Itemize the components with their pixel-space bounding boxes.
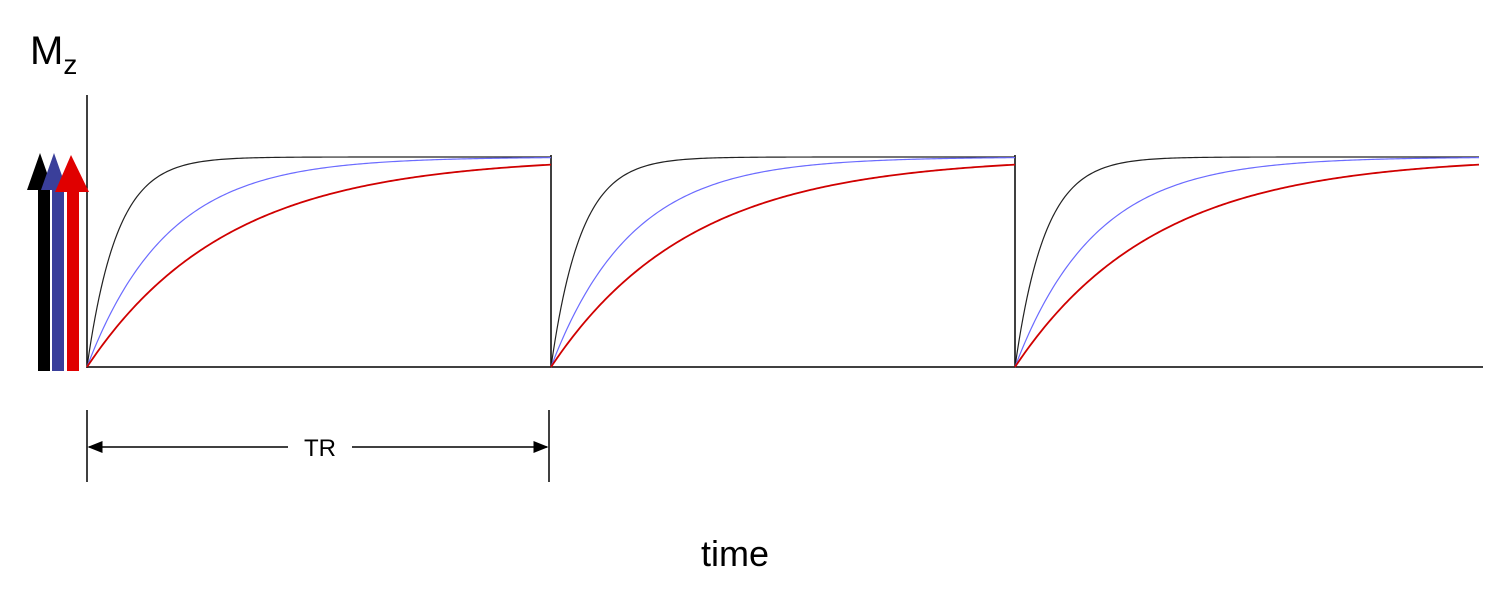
curve-short-t1 — [550, 156, 1015, 368]
interval-label: TR — [304, 435, 336, 462]
curve-mid-t1 — [1014, 157, 1480, 368]
curve-long-t1 — [1014, 163, 1480, 368]
curve-long-t1 — [86, 163, 552, 368]
curve-short-t1 — [86, 156, 551, 368]
curve-short-t1 — [1014, 156, 1479, 368]
y-axis-label: Mz — [30, 29, 77, 80]
magnetization-arrows — [27, 153, 89, 371]
curve-long-t1 — [550, 163, 1016, 368]
recovery-curves — [86, 156, 1480, 368]
x-axis-label: time — [701, 533, 769, 574]
curve-mid-t1 — [550, 157, 1016, 368]
curve-mid-t1 — [86, 157, 552, 368]
